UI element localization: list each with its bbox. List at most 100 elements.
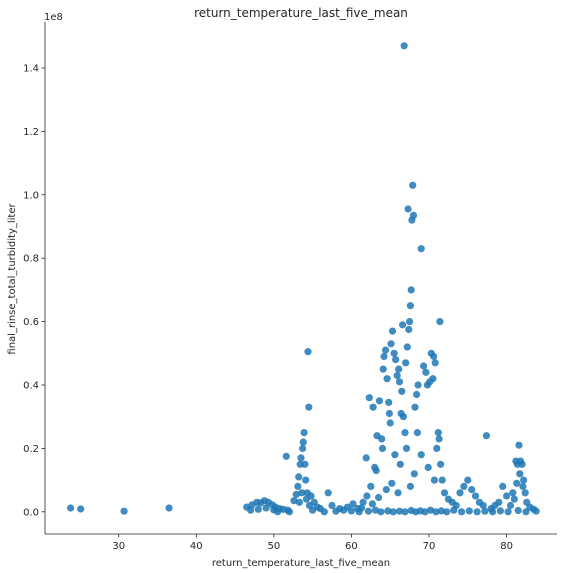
data-point xyxy=(464,476,472,484)
data-point xyxy=(413,429,421,437)
data-point xyxy=(401,429,409,437)
data-point xyxy=(460,482,468,490)
data-point xyxy=(307,492,315,500)
data-point xyxy=(294,482,302,490)
data-point xyxy=(359,498,367,506)
data-point xyxy=(473,508,481,516)
chart-title: return_temperature_last_five_mean xyxy=(194,6,408,20)
data-point xyxy=(436,318,444,326)
data-point xyxy=(395,507,404,515)
data-point xyxy=(299,438,307,446)
data-point xyxy=(247,506,255,514)
data-point xyxy=(299,444,307,452)
data-point xyxy=(417,451,425,459)
data-point xyxy=(390,349,398,357)
data-point xyxy=(371,506,380,514)
data-point xyxy=(377,508,385,516)
data-point xyxy=(387,340,395,348)
data-point xyxy=(395,378,404,386)
data-point xyxy=(458,508,466,516)
data-point xyxy=(503,492,511,500)
data-point xyxy=(429,375,437,383)
y-tick-label: 1.0 xyxy=(23,190,39,201)
data-point xyxy=(368,500,376,508)
data-point xyxy=(421,508,429,516)
data-point xyxy=(432,508,440,516)
data-point xyxy=(499,482,507,490)
data-point xyxy=(165,504,173,512)
data-point xyxy=(285,508,293,516)
data-point xyxy=(532,507,540,515)
data-point xyxy=(515,441,523,449)
data-point xyxy=(388,327,397,335)
data-point xyxy=(282,452,290,460)
data-point xyxy=(378,444,387,452)
y-tick-label: 1.4 xyxy=(23,63,39,74)
data-point xyxy=(402,444,411,452)
data-point xyxy=(77,505,85,513)
data-point xyxy=(410,470,418,478)
data-point xyxy=(506,501,515,510)
data-point xyxy=(427,506,435,514)
y-tick-label: 0.6 xyxy=(23,317,39,328)
data-point xyxy=(391,451,399,459)
data-point xyxy=(482,432,490,440)
data-point xyxy=(440,489,449,497)
data-point xyxy=(382,486,390,494)
y-ticks: 0.0 0.2 0.4 0.6 0.8 1.0 1.2 1.4 xyxy=(23,63,45,518)
data-point xyxy=(347,507,355,515)
data-point xyxy=(406,302,414,310)
data-point xyxy=(67,504,75,512)
data-point xyxy=(422,368,430,376)
data-point xyxy=(394,489,402,497)
data-point xyxy=(367,482,375,490)
data-point xyxy=(386,419,394,427)
data-point xyxy=(456,489,464,497)
data-point xyxy=(402,359,410,367)
data-point xyxy=(420,362,428,370)
data-point xyxy=(378,435,386,443)
data-point xyxy=(404,205,412,213)
data-point xyxy=(417,245,425,253)
data-point xyxy=(369,403,377,411)
data-point xyxy=(301,460,309,468)
data-point xyxy=(519,482,527,490)
data-point xyxy=(297,454,305,462)
data-point xyxy=(465,507,473,515)
data-point xyxy=(430,476,438,484)
y-tick-label: 0.2 xyxy=(23,444,39,455)
data-point xyxy=(400,42,408,50)
data-point xyxy=(392,356,400,364)
data-point xyxy=(405,325,413,334)
data-point xyxy=(302,476,310,484)
data-point xyxy=(521,489,529,497)
data-point xyxy=(298,489,306,497)
y-tick-label: 0.4 xyxy=(23,380,39,391)
y-tick-label: 0.0 xyxy=(23,507,39,518)
data-point xyxy=(450,506,458,514)
data-point xyxy=(324,489,332,497)
data-point xyxy=(516,470,524,478)
data-point xyxy=(332,507,340,515)
data-point xyxy=(393,371,401,380)
data-point xyxy=(433,444,441,452)
data-point xyxy=(430,352,438,361)
data-point xyxy=(431,359,439,367)
data-point xyxy=(385,409,393,418)
data-point xyxy=(435,435,443,443)
y-tick-label: 0.8 xyxy=(23,254,39,265)
data-point xyxy=(468,486,476,494)
data-point xyxy=(309,506,317,514)
data-point xyxy=(380,352,388,361)
data-point xyxy=(349,500,357,508)
data-point xyxy=(379,365,387,373)
data-point xyxy=(520,476,528,484)
data-point xyxy=(443,508,451,516)
data-point xyxy=(496,507,504,515)
data-point xyxy=(292,490,300,498)
data-point xyxy=(290,497,298,505)
data-point xyxy=(295,473,303,481)
data-point xyxy=(120,507,128,515)
data-point xyxy=(522,508,530,516)
